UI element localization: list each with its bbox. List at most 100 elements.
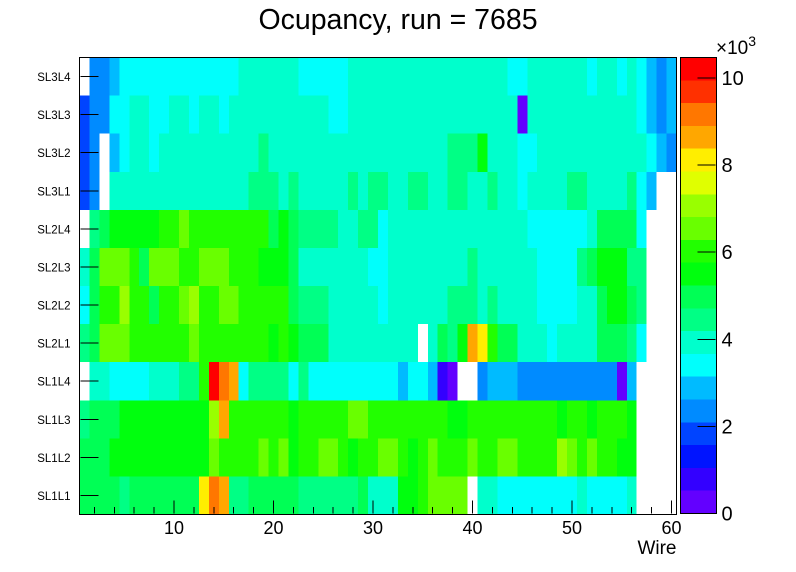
heatmap-cell: [537, 133, 548, 172]
heatmap-cell: [248, 286, 259, 325]
y-axis-labels: SL3L4 SL3L3 SL3L2 SL3L1 SL2L4 SL2L3 SL2L2 SL2L1…: [37, 72, 71, 503]
heatmap-cell: [159, 57, 170, 96]
heatmap-cell: [129, 95, 140, 134]
heatmap-cell: [159, 95, 170, 134]
heatmap-cell: [218, 438, 229, 477]
heatmap-cell: [507, 286, 518, 325]
heatmap-cell: [527, 476, 538, 515]
heatmap-cell: [358, 171, 369, 210]
heatmap-cell: [198, 133, 209, 172]
color-scale-band: [680, 422, 717, 446]
heatmap-cell: [169, 171, 180, 210]
heatmap-cell: [527, 171, 538, 210]
heatmap-cell: [248, 133, 259, 172]
heatmap-cell: [626, 247, 637, 287]
heatmap-cell: [616, 438, 627, 477]
heatmap-cell: [368, 209, 379, 248]
heatmap-cell: [586, 476, 597, 515]
heatmap-cell: [636, 247, 647, 287]
heatmap-cell: [567, 209, 578, 248]
heatmap-cell: [407, 400, 418, 439]
heatmap-cell: [198, 247, 209, 287]
heatmap-cell: [179, 362, 189, 401]
heatmap-cell: [328, 133, 339, 172]
heatmap-cell: [537, 438, 548, 477]
heatmap-cell: [387, 362, 398, 401]
heatmap-cell: [557, 57, 568, 96]
heatmap-cell: [537, 286, 548, 325]
heatmap-cell: [378, 209, 388, 248]
heatmap-cell: [606, 400, 617, 439]
x-tick-label: 40: [463, 518, 483, 538]
heatmap-cell: [149, 324, 160, 363]
color-scale-ticks: [697, 77, 716, 514]
heatmap-cell: [427, 476, 438, 515]
heatmap-cell: [328, 362, 339, 401]
heatmap-cell: [577, 95, 587, 134]
y-tick-label: SL1L1: [37, 491, 70, 503]
heatmap-cell: [616, 286, 627, 325]
heatmap-cell: [457, 171, 468, 210]
heatmap-cell: [188, 247, 199, 287]
heatmap-cell: [427, 324, 438, 363]
heatmap-cell: [348, 324, 359, 363]
heatmap-cell: [218, 476, 229, 515]
heatmap-cell: [288, 400, 299, 439]
heatmap-cell: [149, 400, 160, 439]
heatmap-cell: [358, 286, 369, 325]
heatmap-cell: [507, 247, 518, 287]
heatmap-cell: [318, 400, 329, 439]
heatmap-cell: [288, 133, 299, 172]
heatmap-cell: [467, 286, 478, 325]
heatmap-cell: [348, 400, 359, 439]
heatmap-cell: [268, 171, 279, 210]
heatmap-cell: [188, 324, 199, 363]
heatmap-cell: [348, 362, 359, 401]
heatmap-cell: [99, 247, 110, 287]
heatmap-cell: [188, 438, 199, 477]
heatmap-cell: [218, 133, 229, 172]
heatmap-cell: [228, 476, 239, 515]
heatmap-cell: [547, 57, 558, 96]
heatmap-cell: [616, 57, 627, 96]
heatmap-cell: [159, 438, 170, 477]
heatmap-cell: [338, 57, 349, 96]
heatmap-cell: [417, 362, 428, 401]
heatmap-cell: [328, 400, 339, 439]
heatmap-cell: [129, 286, 140, 325]
heatmap-cell: [258, 400, 269, 439]
heatmap-cell: [248, 438, 259, 477]
heatmap-cell: [407, 476, 418, 515]
heatmap-cell: [308, 286, 319, 325]
heatmap-cell: [99, 476, 110, 515]
heatmap-cell: [308, 171, 319, 210]
color-scale-band: [680, 217, 717, 240]
heatmap-cell: [497, 209, 508, 248]
heatmap-cell: [547, 171, 558, 210]
heatmap-cell: [557, 247, 568, 287]
heatmap-cell: [537, 57, 548, 96]
heatmap-cell: [596, 209, 607, 248]
heatmap-cell: [477, 324, 488, 363]
heatmap-cell: [338, 133, 349, 172]
heatmap-cell: [268, 209, 279, 248]
heatmap-cell: [517, 209, 528, 248]
heatmap-cell: [656, 57, 667, 96]
heatmap-cell: [477, 476, 488, 515]
heatmap-cell: [198, 209, 209, 248]
heatmap-cell: [447, 133, 458, 172]
heatmap-cell: [567, 133, 578, 172]
heatmap-cell: [298, 171, 309, 210]
y-tick-label: SL3L3: [37, 110, 70, 122]
heatmap-cell: [348, 57, 359, 96]
heatmap-cell: [258, 171, 269, 210]
color-scale-band: [680, 262, 717, 286]
heatmap-cell: [567, 400, 578, 439]
heatmap-cell: [288, 209, 299, 248]
heatmap-cell: [487, 400, 498, 439]
heatmap-cell: [537, 209, 548, 248]
color-scale-band: [680, 239, 717, 263]
heatmap-cell: [198, 476, 209, 515]
heatmap-cell: [397, 95, 408, 134]
heatmap-cell: [557, 400, 568, 439]
